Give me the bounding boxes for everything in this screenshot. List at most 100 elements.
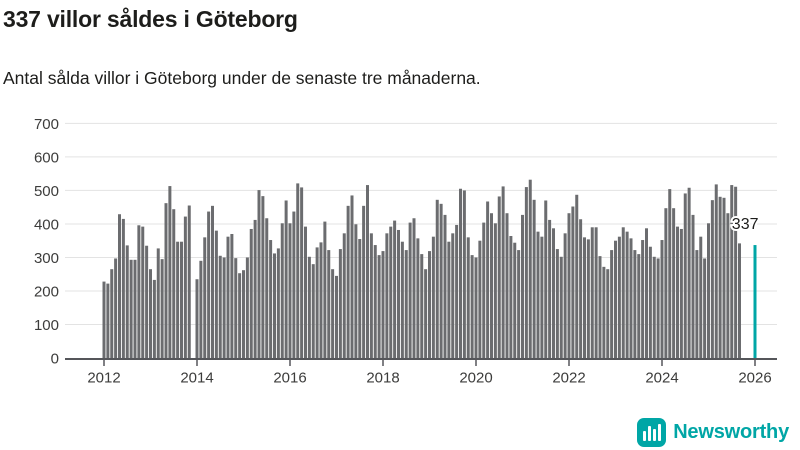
bar	[691, 214, 695, 358]
bar	[218, 255, 222, 358]
bar	[342, 233, 346, 358]
y-axis-label: 0	[51, 351, 59, 368]
bar	[447, 241, 451, 358]
bar	[583, 237, 586, 358]
bar	[114, 258, 118, 358]
bar	[404, 250, 408, 358]
bar	[265, 218, 269, 358]
bar	[555, 249, 559, 358]
bar-chart-glyph	[643, 424, 662, 441]
y-axis-label: 100	[34, 317, 59, 334]
bar	[598, 256, 602, 358]
bar	[296, 183, 300, 358]
y-axis-label: 500	[34, 183, 59, 200]
bar	[517, 250, 521, 358]
bar	[385, 233, 389, 358]
bar	[257, 190, 261, 358]
bar	[660, 240, 664, 358]
bar	[455, 224, 459, 358]
bar	[168, 186, 172, 358]
bar	[548, 219, 552, 358]
bar	[462, 190, 466, 358]
bar	[672, 208, 676, 358]
bar	[141, 226, 145, 358]
bar	[381, 251, 385, 358]
bar	[645, 228, 648, 358]
x-axis-label: 2022	[552, 370, 585, 387]
bar	[412, 218, 416, 358]
bar	[459, 188, 462, 358]
y-axis-label: 200	[34, 283, 59, 300]
bar	[428, 251, 431, 358]
y-axis-label: 400	[34, 216, 59, 233]
y-axis-label: 700	[34, 116, 59, 133]
x-axis-label: 2012	[87, 370, 120, 387]
bar	[377, 255, 381, 358]
bar	[621, 227, 625, 358]
bar	[129, 259, 133, 358]
bar	[683, 193, 687, 358]
bar	[610, 250, 614, 358]
bar	[389, 226, 393, 358]
bar	[152, 279, 156, 358]
chart-subtitle: Antal sålda villor i Göteborg under de s…	[3, 68, 481, 88]
bar	[435, 199, 439, 358]
bar	[226, 236, 230, 358]
bar	[648, 246, 652, 358]
bar	[187, 205, 191, 358]
bar	[400, 241, 404, 358]
bar	[474, 257, 478, 358]
bar	[424, 269, 428, 358]
bar	[214, 230, 218, 358]
bar	[513, 242, 517, 358]
bar	[451, 233, 455, 358]
bar	[614, 240, 617, 358]
bar	[288, 223, 292, 358]
bar	[397, 229, 400, 358]
bar	[211, 205, 214, 358]
newsworthy-logo-icon	[637, 418, 667, 447]
bar	[203, 237, 207, 358]
bar	[207, 211, 211, 358]
bar	[420, 254, 424, 358]
bar	[284, 200, 288, 358]
bar	[242, 270, 245, 358]
brand-name: Newsworthy	[673, 421, 789, 443]
bar	[633, 250, 637, 358]
bar	[497, 196, 501, 358]
bar	[625, 231, 629, 358]
bar	[180, 241, 183, 358]
x-axis-label: 2024	[645, 370, 678, 387]
bar	[230, 233, 234, 358]
bar	[245, 257, 249, 358]
bar	[726, 213, 730, 358]
x-axis-label: 2018	[366, 370, 399, 387]
bar	[575, 194, 579, 358]
bar	[478, 240, 482, 358]
y-axis-label: 600	[34, 149, 59, 166]
bar	[617, 236, 621, 358]
bar	[335, 275, 338, 358]
bar	[176, 241, 180, 358]
bar	[679, 228, 683, 358]
bar	[470, 255, 474, 358]
bar	[730, 185, 734, 358]
bar	[652, 256, 656, 358]
bar	[249, 228, 253, 358]
bar	[664, 208, 668, 358]
bar	[490, 213, 493, 358]
bar	[156, 248, 160, 358]
bar	[369, 233, 373, 358]
bar	[106, 283, 110, 358]
bar	[521, 214, 524, 358]
bar	[280, 223, 284, 358]
bar	[145, 245, 149, 358]
bar	[121, 218, 125, 358]
bar	[253, 219, 257, 358]
bar	[261, 196, 265, 358]
bar	[199, 260, 203, 358]
bar	[304, 226, 307, 358]
bar	[133, 259, 137, 358]
bar	[373, 245, 377, 358]
